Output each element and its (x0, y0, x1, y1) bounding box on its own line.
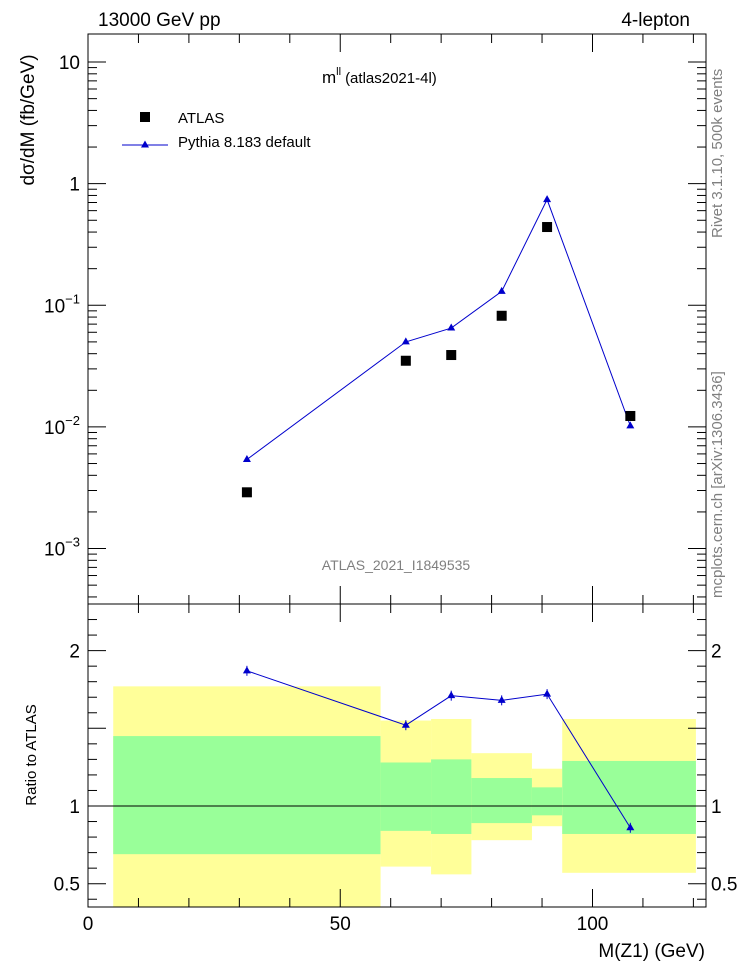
main-y-tick-exp: −1 (65, 291, 80, 306)
y-axis-label: dσ/dM (fb/GeV) (18, 54, 39, 185)
ratio-y-tick-label-left: 0.5 (54, 875, 80, 896)
ratio-band-green (531, 787, 563, 816)
ratio-band-green (380, 762, 432, 831)
ratio-y-label: Ratio to ATLAS (23, 704, 40, 805)
ratio-pythia-point (447, 691, 456, 699)
atlas-point (542, 222, 553, 233)
legend-atlas-label: ATLAS (178, 110, 224, 127)
main-y-tick-exp: −3 (65, 535, 80, 550)
atlas-point (496, 310, 507, 321)
ratio-pythia-point (543, 689, 552, 697)
ratio-pythia-point (401, 720, 410, 728)
legend-pythia-marker (141, 140, 149, 148)
ratio-y-tick-label-left: 2 (69, 642, 80, 663)
atlas-point (400, 355, 411, 366)
pythia-line (246, 198, 631, 460)
rivet-label: Rivet 3.1.10, 500k events (709, 69, 726, 238)
x-tick-label: 100 (577, 914, 609, 935)
pythia-point (543, 195, 552, 203)
main-y-tick-label: 10−2 (44, 413, 80, 439)
x-tick-label: 50 (330, 914, 351, 935)
ratio-y-axis: 2 2 1 1 0.5 0.5 (54, 619, 737, 900)
ratio-y-tick-label-right: 0.5 (711, 875, 737, 896)
legend-pythia-label: Pythia 8.183 default (178, 134, 311, 151)
ratio-x-axis: 0 50 100 (83, 604, 694, 935)
ratio-pythia-point (626, 823, 635, 831)
plot-title: mll (atlas2021-4l) (322, 66, 437, 87)
ratio-panel: 2 2 1 1 0.5 0.5 0 50 100 Ratio to ATLAS M(Z1) (… (23, 603, 737, 962)
pythia-point (626, 421, 635, 429)
ratio-y-tick-label-right: 2 (711, 642, 722, 663)
x-axis-label: M(Z1) (GeV) (598, 941, 705, 962)
mcplots-label: mcplots.cern.ch [arXiv:1306.3436] (709, 371, 726, 598)
atlas-point (625, 410, 636, 421)
ratio-band-green (562, 760, 696, 834)
atlas-point (241, 487, 252, 498)
pythia-point (497, 286, 506, 294)
header-right: 4-lepton (621, 10, 690, 31)
main-x-ticks (87, 34, 694, 604)
ratio-band-green (113, 736, 381, 855)
legend: ATLAS Pythia 8.183 default (122, 110, 311, 151)
main-y-tick-label: 10−1 (44, 291, 80, 317)
plot-title-main: m (322, 68, 336, 87)
ratio-y-tick-label-right: 1 (711, 797, 722, 818)
main-data (241, 195, 636, 498)
x-tick-label: 0 (83, 914, 94, 935)
ratio-bands (113, 686, 696, 907)
plot-title-suffix: (atlas2021-4l) (345, 70, 437, 87)
header-left: 13000 GeV pp (98, 10, 221, 31)
main-y-tick-base: 10 (44, 540, 65, 561)
main-y-tick-label: 1 (69, 175, 80, 196)
main-y-tick-base: 10 (44, 296, 65, 317)
ratio-pythia-line (246, 670, 631, 829)
ratio-data (242, 665, 635, 833)
ratio-pythia-point (242, 666, 251, 674)
ratio-y-tick-label-left: 1 (69, 797, 80, 818)
analysis-watermark: ATLAS_2021_I1849535 (322, 557, 471, 573)
ratio-pythia-point (497, 695, 506, 703)
main-y-tick-exp: −2 (65, 413, 80, 428)
main-y-tick-label: 10−3 (44, 535, 80, 561)
plot-title-sup: ll (336, 66, 341, 78)
ratio-band-green (471, 778, 532, 824)
ratio-band-green (431, 759, 472, 834)
legend-atlas-marker (140, 112, 150, 122)
main-y-tick-label: 10 (59, 53, 80, 74)
main-y-tick-base: 10 (44, 418, 65, 439)
pythia-point (401, 337, 410, 345)
pythia-point (242, 454, 251, 462)
atlas-point (446, 350, 457, 361)
pythia-point (447, 323, 456, 331)
ratio-frame (87, 603, 707, 908)
